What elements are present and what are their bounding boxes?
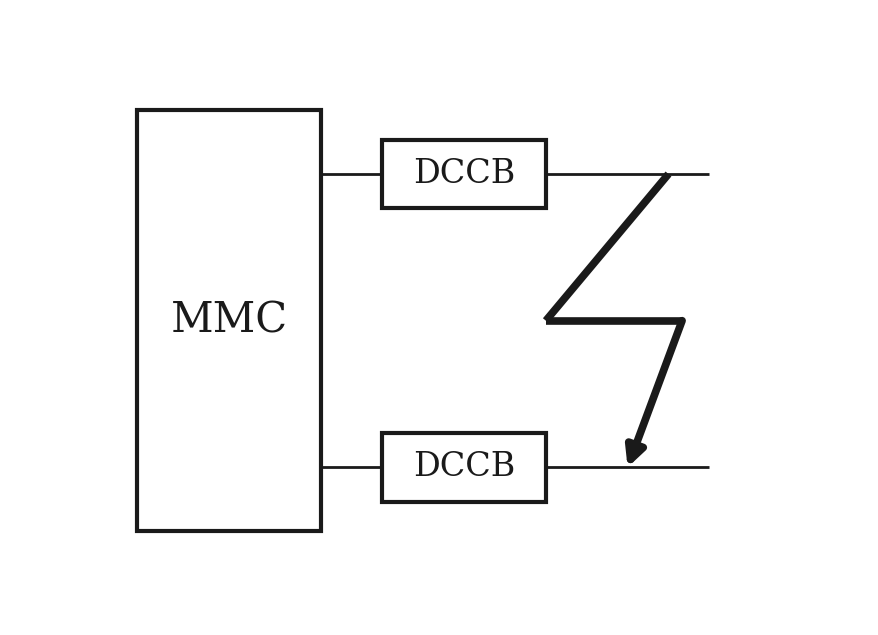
Text: DCCB: DCCB [413,451,515,483]
Text: DCCB: DCCB [413,158,515,190]
Text: MMC: MMC [170,300,287,342]
Bar [382,140,545,208]
Bar [137,110,320,531]
Bar [382,433,545,502]
